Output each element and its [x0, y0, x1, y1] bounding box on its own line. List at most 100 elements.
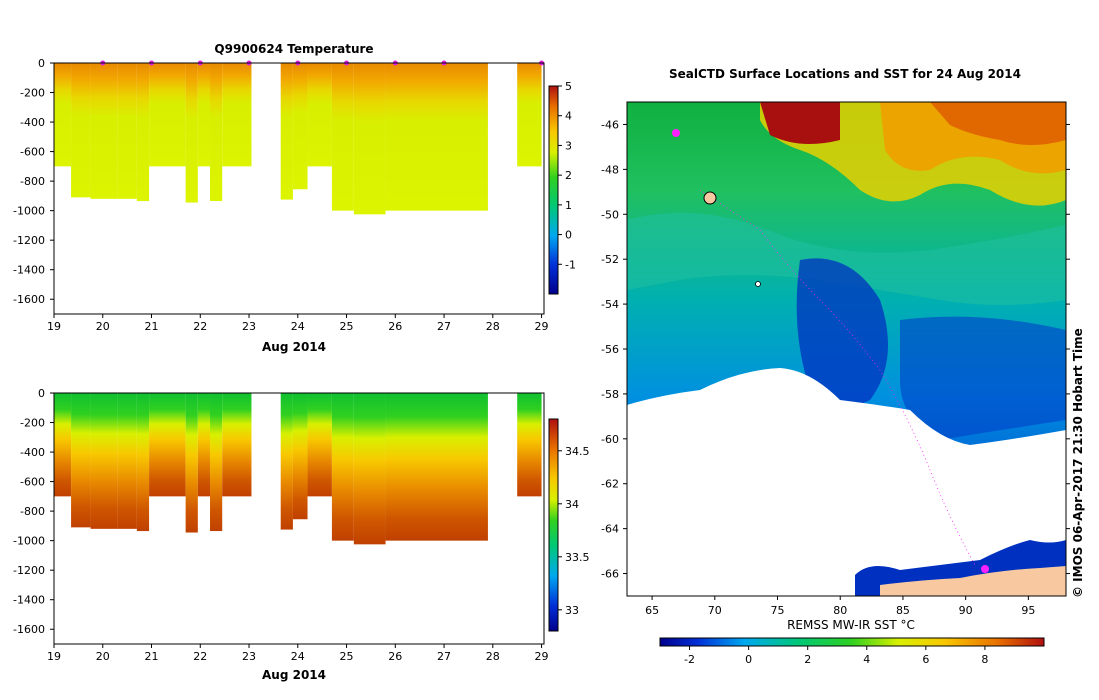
colorbar-tick-label: 8	[981, 653, 988, 666]
x-tick-label: 28	[486, 320, 500, 333]
x-tick-label: 20	[96, 320, 110, 333]
salinity-profile-columns	[54, 393, 542, 545]
x-tick-label: 29	[535, 320, 549, 333]
profile-column	[353, 393, 386, 545]
colorbar-tick-label: 2	[565, 169, 572, 182]
profile-column	[210, 393, 223, 532]
sst-map-title: SealCTD Surface Locations and SST for 24…	[669, 67, 1021, 81]
y-tick-label: -200	[20, 87, 45, 100]
x-tick-label: 27	[437, 320, 451, 333]
y-tick-label: -1400	[13, 594, 45, 607]
longitude-tick-label: 75	[771, 604, 785, 617]
latitude-tick-label: -58	[601, 388, 619, 401]
sst-colorbar-label: REMSS MW-IR SST °C	[787, 618, 915, 632]
salinity-x-axis: 19 20 21 22 23 24 25 26 27 28 29	[47, 644, 549, 663]
temperature-plot-frame	[53, 62, 545, 315]
profile-column	[149, 393, 186, 497]
latitude-tick-label: -50	[601, 208, 619, 221]
latitude-tick-label: -52	[601, 253, 619, 266]
colorbar-tick-label: 0	[565, 229, 572, 242]
sst-field	[627, 102, 1066, 596]
colorbar-tick-label: 3	[565, 139, 572, 152]
salinity-y-axis: 0 -200 -400 -600 -800 -1000 -1200 -1400 -1600	[13, 387, 54, 636]
latitude-tick-label: -54	[601, 298, 619, 311]
island-marker	[703, 191, 717, 205]
x-tick-label: 25	[340, 320, 354, 333]
latitude-tick-label: -64	[601, 523, 619, 536]
y-tick-label: -400	[20, 116, 45, 129]
longitude-tick-label: 65	[645, 604, 659, 617]
profile-column	[117, 63, 137, 199]
y-tick-label: -1400	[13, 264, 45, 277]
profile-column	[71, 63, 91, 198]
profile-column	[517, 63, 542, 167]
latitude-tick-label: -66	[601, 568, 619, 581]
profile-column	[353, 63, 386, 215]
x-tick-label: 19	[47, 320, 61, 333]
y-tick-label: -800	[20, 175, 45, 188]
y-tick-label: -1200	[13, 234, 45, 247]
colorbar-tick-label: 4	[863, 653, 870, 666]
x-tick-label: 24	[291, 650, 305, 663]
colorbar-tick-label: 5	[565, 80, 572, 93]
y-tick-label: -1000	[13, 205, 45, 218]
profile-column	[331, 63, 354, 211]
x-tick-label: 23	[242, 320, 256, 333]
x-tick-label: 19	[47, 650, 61, 663]
x-tick-label: 27	[437, 650, 451, 663]
x-tick-label: 25	[340, 650, 354, 663]
profile-column	[210, 63, 223, 202]
salinity-colorbar	[548, 418, 559, 632]
colorbar-tick-label: 0	[745, 653, 752, 666]
profile-column	[149, 63, 186, 167]
profile-column	[185, 393, 198, 533]
profile-column	[280, 63, 293, 200]
profile-column	[307, 393, 332, 497]
seal-location-marker	[672, 129, 680, 137]
profile-column	[331, 393, 354, 541]
profile-column	[54, 393, 72, 497]
x-tick-label: 20	[96, 650, 110, 663]
y-tick-label: -800	[20, 505, 45, 518]
x-tick-label: 21	[145, 320, 159, 333]
longitude-axis: 65 70 75 80 85 90 95	[645, 596, 1035, 617]
latitude-axis: -46 -48 -50 -52 -54 -56 -58 -60 -62 -64 -66	[601, 118, 1070, 581]
profile-column	[54, 63, 72, 167]
temperature-colorbar	[548, 85, 559, 295]
profile-column	[517, 393, 542, 497]
imos-credit: © IMOS 06-Apr-2017 21:30 Hobart Time	[1071, 328, 1085, 598]
y-tick-label: -400	[20, 446, 45, 459]
y-tick-label: -1600	[13, 623, 45, 636]
latitude-tick-label: -46	[601, 118, 619, 131]
profile-column	[197, 63, 211, 167]
longitude-tick-label: 90	[959, 604, 973, 617]
profile-column	[197, 393, 211, 497]
colorbar-tick-label: 4	[565, 110, 572, 123]
profile-column	[385, 393, 488, 541]
profile-column	[222, 393, 252, 497]
y-tick-label: -200	[20, 417, 45, 430]
x-tick-label: 22	[193, 320, 207, 333]
salinity-colorbar-ticks: 34.5 34 33.5 33	[558, 445, 590, 617]
profile-column	[90, 63, 118, 199]
x-tick-label: 26	[388, 320, 402, 333]
y-tick-label: -600	[20, 476, 45, 489]
sst-colorbar-ticks: -2 0 2 4 6 8	[684, 646, 988, 666]
y-tick-label: 0	[38, 387, 45, 400]
y-tick-label: -600	[20, 146, 45, 159]
temperature-profile-columns	[54, 63, 542, 215]
profile-column	[292, 63, 308, 190]
y-tick-label: -1200	[13, 564, 45, 577]
profile-column	[90, 393, 118, 529]
longitude-tick-label: 85	[896, 604, 910, 617]
latitude-tick-label: -62	[601, 478, 619, 491]
seal-location-marker	[981, 565, 989, 573]
temperature-y-axis: 0 -200 -400 -600 -800 -1000 -1200 -1400 -1600	[13, 57, 54, 306]
x-tick-label: 28	[486, 650, 500, 663]
profile-column	[71, 393, 91, 528]
latitude-tick-label: -60	[601, 433, 619, 446]
latitude-tick-label: -56	[601, 343, 619, 356]
profile-column	[307, 63, 332, 167]
temperature-colorbar-ticks: 5 4 3 2 1 0 -1	[558, 80, 576, 271]
